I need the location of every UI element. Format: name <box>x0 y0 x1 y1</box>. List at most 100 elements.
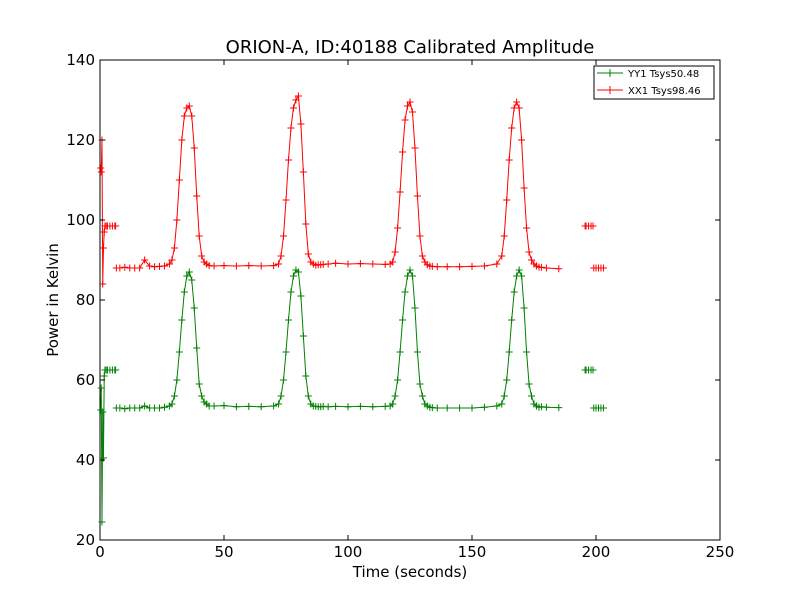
series-1-point <box>332 259 340 267</box>
series-1-point <box>100 228 108 236</box>
series-0-point <box>188 276 196 284</box>
series-0-point <box>413 348 421 356</box>
series-0-point <box>408 272 416 280</box>
series-1-point <box>173 216 181 224</box>
series-1-point <box>284 156 292 164</box>
series-0-point <box>500 392 508 400</box>
x-tick-label: 150 <box>458 543 487 561</box>
series-1-point <box>299 168 307 176</box>
series-0-point <box>418 392 426 400</box>
series-1-point <box>520 184 528 192</box>
series-0-point <box>525 380 533 388</box>
series-0-point <box>480 403 488 411</box>
series-1-point <box>513 98 521 106</box>
series-0-point <box>505 348 513 356</box>
series-1-point <box>210 262 218 270</box>
series-0-point <box>178 316 186 324</box>
series-1-point <box>294 92 302 100</box>
series-1-point <box>99 280 107 288</box>
series-1-point <box>537 263 545 271</box>
series-1-point <box>356 260 364 268</box>
series-0-point <box>270 402 278 410</box>
series-0-point <box>287 288 295 296</box>
series-0-point <box>324 403 332 411</box>
series-1-point <box>195 232 203 240</box>
series-0-point <box>304 392 312 400</box>
series-1-point <box>404 102 412 110</box>
series-1-point <box>408 108 416 116</box>
series-1-point <box>413 192 421 200</box>
series-1-point <box>468 262 476 270</box>
x-axis-label: Time (seconds) <box>352 563 468 581</box>
series-1-point <box>302 220 310 228</box>
series-1-point <box>141 256 149 264</box>
legend-label-0: YY1 Tsys50.48 <box>627 69 699 80</box>
series-1-point <box>399 148 407 156</box>
series-1-point <box>282 196 290 204</box>
series-0-point <box>332 402 340 410</box>
series-0-point <box>433 404 441 412</box>
legend-box <box>593 65 715 100</box>
series-1-point <box>146 262 154 270</box>
series-1-point <box>396 188 404 196</box>
series-0-point <box>520 304 528 312</box>
series-0-point <box>589 366 597 374</box>
series-1-point <box>500 232 508 240</box>
series-0-point <box>294 268 302 276</box>
series-0-point <box>389 400 397 408</box>
series-1-point <box>406 98 414 106</box>
series-1-point <box>394 224 402 232</box>
x-tick-label: 100 <box>334 543 363 561</box>
series-1-point <box>297 120 305 128</box>
series-0-point <box>369 403 377 411</box>
series-0-point <box>299 332 307 340</box>
series-1-point <box>344 260 352 268</box>
series-1 <box>97 93 607 288</box>
series-1-point <box>257 262 265 270</box>
series-0-point <box>210 402 218 410</box>
y-tick-label: 40 <box>76 451 95 469</box>
y-tick-label: 140 <box>66 51 95 69</box>
series-0-point <box>456 404 464 412</box>
series-0-point <box>99 408 107 416</box>
series-0-point <box>116 404 124 412</box>
series-1-point <box>178 136 186 144</box>
plot-frame <box>99 59 721 541</box>
series-1-point <box>418 252 426 260</box>
series-0-point <box>503 376 511 384</box>
series-0-point <box>508 316 516 324</box>
series-1-point <box>112 222 120 230</box>
series-1-point <box>180 112 188 120</box>
series-0-point <box>141 402 149 410</box>
series-0-point <box>121 405 129 413</box>
series-1-point <box>99 244 107 252</box>
series-1-point <box>443 263 451 271</box>
series-1-point <box>528 256 536 264</box>
series-1-point <box>232 262 240 270</box>
series-0-point <box>518 272 526 280</box>
y-tick-label: 80 <box>76 291 95 309</box>
series-0-point <box>555 404 563 412</box>
legend-entry-0: YY1 Tsys50.48 <box>597 69 699 80</box>
y-axis-label: Power in Kelvin <box>44 243 62 357</box>
series-0-point <box>195 380 203 388</box>
series-0-point <box>356 402 364 410</box>
y-tick-label: 60 <box>76 371 95 389</box>
series-1-point <box>498 252 506 260</box>
series-1-point <box>175 176 183 184</box>
series-1-point <box>480 262 488 270</box>
series-0-point <box>97 384 105 392</box>
series-1-point <box>292 96 300 104</box>
series-0-point <box>136 404 144 412</box>
series-1-point <box>508 124 516 132</box>
series-1-point <box>589 222 597 230</box>
x-tick-label: 200 <box>582 543 611 561</box>
series-1-point <box>523 224 531 232</box>
series-0-point <box>280 376 288 384</box>
series-0-point <box>416 380 424 388</box>
series-1-point <box>170 244 178 252</box>
series-0-point <box>523 348 531 356</box>
series-0-point <box>168 400 176 408</box>
series-1-point <box>599 264 607 272</box>
